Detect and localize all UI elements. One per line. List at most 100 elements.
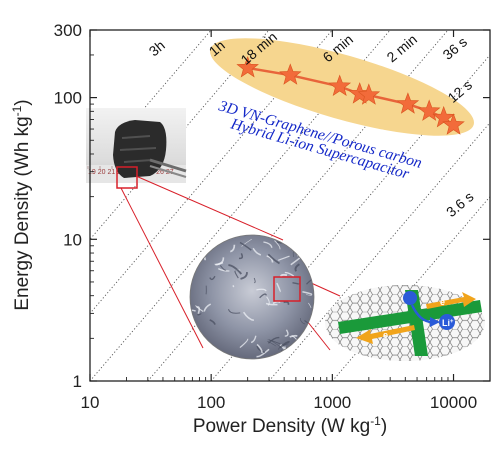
sem-flake xyxy=(266,255,274,263)
zoom-box-large xyxy=(273,276,301,302)
sem-flake xyxy=(259,293,267,299)
sem-flake xyxy=(230,244,236,253)
data-point-star xyxy=(279,63,302,85)
x-tick-label: 100 xyxy=(197,393,225,412)
sem-flake xyxy=(308,302,312,309)
sem-flake xyxy=(283,301,290,305)
data-point-star xyxy=(328,74,352,96)
sem-flake xyxy=(302,291,313,295)
y-axis-label: Energy Density (Wh kg-1) xyxy=(10,99,33,310)
li-ion-dot-2 xyxy=(439,314,455,330)
axis-ticks: 10 100 1000 10000 1 10 100 300 xyxy=(54,21,491,412)
sem-flake xyxy=(241,238,252,247)
time-label: 3h xyxy=(146,37,168,59)
sem-flake xyxy=(298,238,304,244)
y-tick-label: 10 xyxy=(63,230,82,249)
zoom-box-small xyxy=(116,166,138,189)
sem-flake xyxy=(193,244,206,247)
sem-flake xyxy=(265,302,278,306)
sem-flake xyxy=(250,335,257,344)
x-axis-label: Power Density (W kg-1) xyxy=(193,414,387,437)
sem-flake xyxy=(240,272,248,280)
sem-flake xyxy=(193,256,201,262)
sem-flake xyxy=(196,306,201,315)
data-point-star xyxy=(417,99,441,121)
sem-flake xyxy=(284,329,289,337)
sem-flake xyxy=(267,340,277,347)
series-layer xyxy=(236,56,465,135)
time-line xyxy=(210,54,490,381)
photo-inset: 19 20 21 22 23 24 25 26 27 xyxy=(86,108,187,189)
sem-flake xyxy=(284,271,295,277)
sem-flake xyxy=(289,334,298,338)
sem-circle-inset xyxy=(189,234,315,360)
tweezer xyxy=(149,158,187,173)
time-line xyxy=(90,30,212,173)
plot-frame xyxy=(89,29,491,382)
sem-flake xyxy=(252,247,262,256)
sem-flake xyxy=(267,339,280,347)
sem-flake xyxy=(280,355,291,359)
sem-flake xyxy=(276,282,281,293)
sem-flake xyxy=(256,288,267,292)
sem-flake xyxy=(306,294,313,296)
sem-flake xyxy=(192,240,206,248)
time-label: 3.6 s xyxy=(443,188,477,220)
sem-flake xyxy=(299,341,313,351)
sem-flake xyxy=(291,346,304,352)
sem-flake xyxy=(280,273,288,277)
sem-flake xyxy=(294,263,300,272)
sem-flake xyxy=(279,340,290,349)
sem-flake xyxy=(263,241,273,248)
sem-flake xyxy=(215,257,225,266)
time-label: 2 min xyxy=(384,31,421,65)
sem-flake xyxy=(297,237,309,243)
sem-flake xyxy=(228,308,241,314)
sem-flake xyxy=(228,264,243,275)
sem-flake xyxy=(256,343,263,353)
y-tick-label: 300 xyxy=(54,21,82,40)
li-ion-dot xyxy=(403,291,417,305)
y-tick-label: 1 xyxy=(73,372,82,391)
sem-flake xyxy=(266,296,270,306)
sem-flake xyxy=(190,239,198,245)
data-point-star xyxy=(442,113,465,135)
sem-flake xyxy=(211,237,215,241)
sem-flake xyxy=(217,267,230,272)
sem-flake xyxy=(190,343,191,350)
sem-flake xyxy=(299,344,311,353)
sem-flake xyxy=(219,265,227,271)
li-ion-label: Li+ xyxy=(442,318,454,328)
data-point-star xyxy=(396,92,420,114)
x-tick-label: 10000 xyxy=(430,393,477,412)
graphene-schematic: e e Li+ xyxy=(325,285,485,361)
sem-flake xyxy=(300,317,306,325)
sem-flake xyxy=(234,270,239,279)
sem-flake xyxy=(203,303,212,312)
data-point-star xyxy=(236,56,259,78)
x-tick-label: 10 xyxy=(81,393,100,412)
electron-label-b: e xyxy=(383,330,388,340)
sem-flake xyxy=(242,311,255,322)
vn-strip-vertical xyxy=(405,290,428,356)
sem-flake xyxy=(209,275,216,281)
sem-flake xyxy=(253,277,256,284)
x-tick-label: 1000 xyxy=(313,393,351,412)
sem-flake xyxy=(209,319,216,325)
sem-flake xyxy=(239,241,252,251)
electron-arrow-right xyxy=(426,292,476,309)
sem-flake xyxy=(238,253,244,260)
sem-flake xyxy=(267,253,280,265)
sem-flake xyxy=(239,338,249,349)
sem-flake xyxy=(205,244,212,248)
data-point-star xyxy=(357,83,381,105)
sem-flake xyxy=(199,235,204,236)
sem-flake xyxy=(274,240,281,250)
y-tick-label: 100 xyxy=(54,89,82,108)
electron-label-a: e xyxy=(440,297,445,307)
sem-flake xyxy=(277,255,290,261)
electron-arrow-left xyxy=(356,325,415,344)
sem-flake xyxy=(256,345,266,353)
